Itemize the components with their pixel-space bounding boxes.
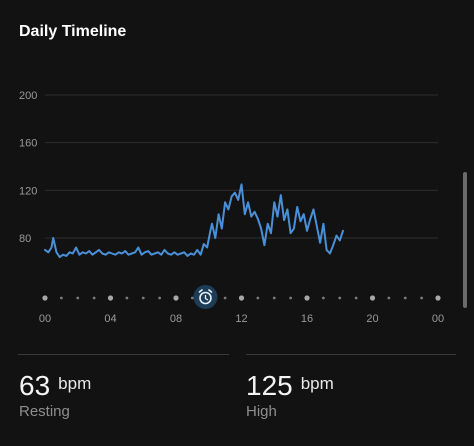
resting-label: Resting (19, 403, 70, 420)
timeline-dot (321, 296, 325, 300)
timeline-dot (256, 296, 260, 300)
high-unit: bpm (300, 374, 334, 393)
timeline-dot (158, 296, 162, 300)
timeline-dot (272, 296, 276, 300)
resting-number: 63 (19, 370, 51, 401)
x-tick-label: 08 (170, 313, 182, 325)
resting-value: 63 bpm (19, 368, 91, 402)
timeline-dot (173, 295, 179, 301)
x-tick-label: 20 (366, 313, 378, 325)
y-tick-label: 120 (19, 185, 37, 197)
scrollbar[interactable] (463, 172, 467, 308)
timeline-dot (304, 295, 310, 301)
timeline-dot (223, 296, 227, 300)
timeline-dot (76, 296, 80, 300)
timeline-dot (435, 295, 441, 301)
y-tick-label: 160 (19, 138, 37, 150)
timeline-dot (420, 296, 424, 300)
timeline-dot (59, 296, 63, 300)
timeline-dot (369, 295, 376, 301)
stat-divider-resting (18, 354, 229, 355)
timeline-dot (354, 296, 358, 300)
chart-svg: 80 120 160 200 00 04 08 12 16 20 00 (19, 90, 444, 325)
y-tick-label: 200 (19, 90, 37, 102)
x-tick-label: 16 (301, 313, 313, 325)
high-label: High (246, 403, 277, 420)
timeline-dot (92, 296, 96, 300)
timeline-dot (238, 295, 245, 301)
timeline-dot (125, 296, 129, 300)
heart-rate-line (44, 183, 344, 259)
timeline-dot (42, 295, 48, 301)
timeline-dot (190, 296, 194, 300)
x-tick-label: 00 (39, 313, 51, 325)
timeline-dot (387, 296, 391, 300)
high-value: 125 bpm (246, 368, 334, 402)
high-number: 125 (246, 370, 293, 401)
x-tick-label: 12 (235, 313, 247, 325)
x-tick-label: 04 (104, 313, 116, 325)
timeline-dot (289, 296, 293, 300)
timeline-dot (141, 296, 145, 300)
timeline-dot (403, 296, 407, 300)
timeline-dot (338, 296, 342, 300)
x-tick-label: 00 (432, 313, 444, 325)
alarm-clock-icon[interactable] (193, 285, 218, 309)
y-tick-label: 80 (19, 233, 31, 245)
stat-divider-high (246, 354, 456, 355)
timeline-dot (107, 295, 114, 301)
resting-unit: bpm (58, 374, 92, 393)
page-title: Daily Timeline (19, 23, 127, 40)
